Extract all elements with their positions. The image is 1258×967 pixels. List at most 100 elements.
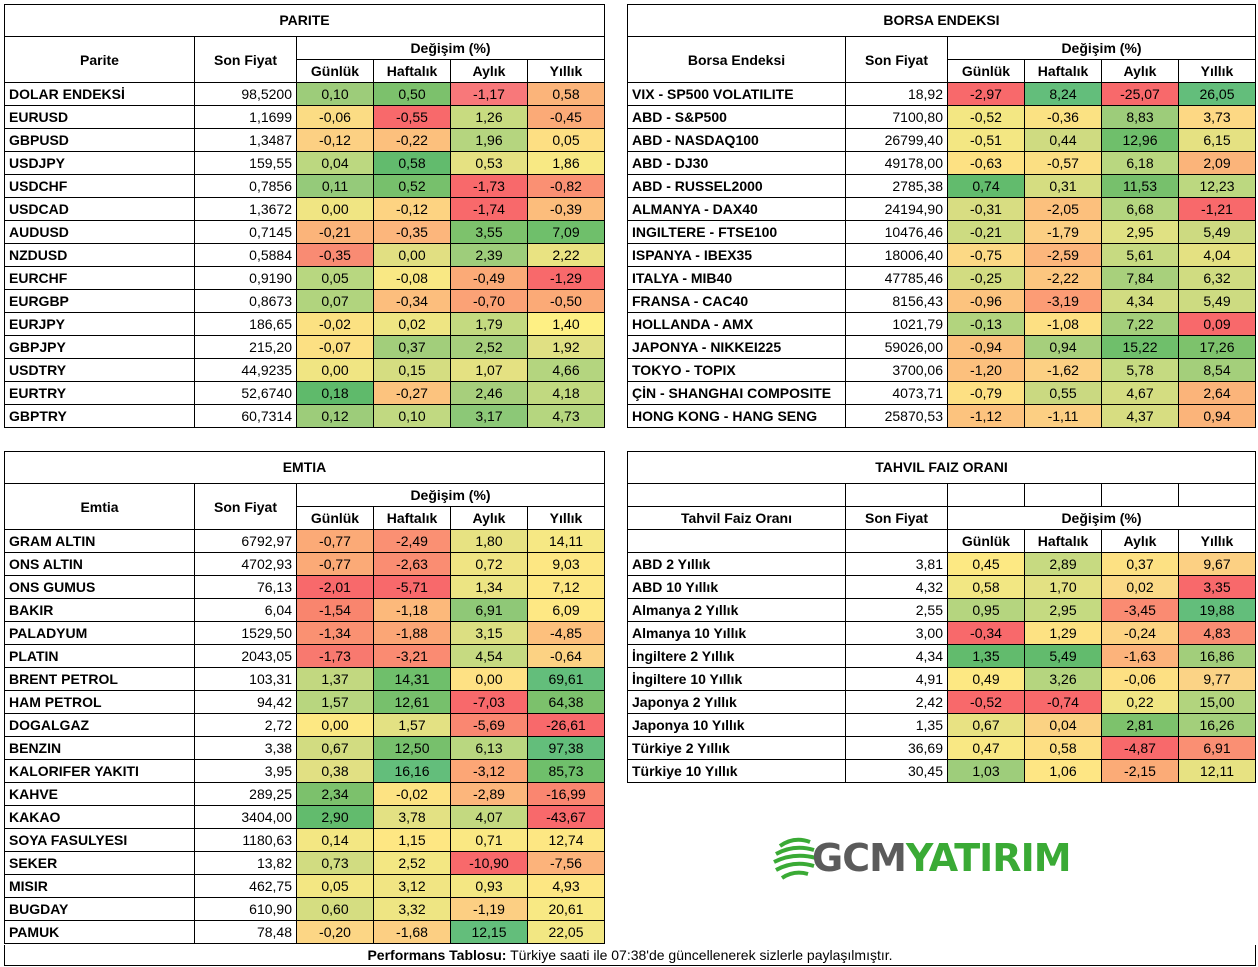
col-header-haftalik: Haftalık <box>373 59 451 83</box>
row-label: MISIR <box>4 874 195 898</box>
change-cell-daily: -0,21 <box>947 220 1025 244</box>
row-label: TOKYO - TOPIX <box>627 358 846 382</box>
change-cell-daily: 0,10 <box>296 82 374 106</box>
table-row: ABD - DJ30 49178,00 -0,63 -0,57 6,18 2,09 <box>627 151 1256 175</box>
col-header-gunluk: Günlük <box>296 506 374 530</box>
table-row: PLATIN 2043,05 -1,73 -3,21 4,54 -0,64 <box>4 644 605 668</box>
change-cell-monthly: 0,37 <box>1101 552 1179 576</box>
last-price: 76,13 <box>194 575 297 599</box>
last-price: 36,69 <box>845 736 948 760</box>
change-cell-daily: 0,00 <box>296 713 374 737</box>
last-price: 30,45 <box>845 759 948 783</box>
change-cell-weekly: 0,50 <box>373 82 451 106</box>
change-cell-daily: -1,54 <box>296 598 374 622</box>
change-cell-daily: 0,18 <box>296 381 374 405</box>
change-cell-monthly: 15,22 <box>1101 335 1179 359</box>
row-label: EURTRY <box>4 381 195 405</box>
change-cell-monthly: -3,45 <box>1101 598 1179 622</box>
change-cell-daily: 0,05 <box>296 874 374 898</box>
change-cell-yearly: 5,49 <box>1178 289 1256 313</box>
change-cell-daily: 0,05 <box>296 266 374 290</box>
last-price: 47785,46 <box>845 266 948 290</box>
change-cell-weekly: -1,18 <box>373 598 451 622</box>
change-cell-weekly: 0,31 <box>1024 174 1102 198</box>
change-cell-weekly: -0,36 <box>1024 105 1102 129</box>
change-cell-yearly: 8,54 <box>1178 358 1256 382</box>
change-cell-yearly: -0,45 <box>527 105 605 129</box>
change-cell-monthly: -0,06 <box>1101 667 1179 691</box>
change-cell-yearly: 12,11 <box>1178 759 1256 783</box>
table-row: PALADYUM 1529,50 -1,34 -1,88 3,15 -4,85 <box>4 621 605 645</box>
table-row: SEKER 13,82 0,73 2,52 -10,90 -7,56 <box>4 851 605 875</box>
table-row: HONG KONG - HANG SENG 25870,53 -1,12 -1,11 4… <box>627 404 1256 428</box>
row-label: Japonya 2 Yıllık <box>627 690 846 714</box>
last-price: 1180,63 <box>194 828 297 852</box>
change-cell-monthly: -2,15 <box>1101 759 1179 783</box>
last-price: 78,48 <box>194 920 297 944</box>
change-cell-monthly: 4,07 <box>450 805 528 829</box>
change-cell-weekly: -2,49 <box>373 529 451 553</box>
change-cell-weekly: 0,10 <box>373 404 451 428</box>
change-cell-yearly: -1,29 <box>527 266 605 290</box>
col-header-haftalik: Haftalık <box>1024 529 1102 553</box>
last-price: 44,9235 <box>194 358 297 382</box>
change-cell-monthly: 1,26 <box>450 105 528 129</box>
table-row: GBPUSD 1,3487 -0,12 -0,22 1,96 0,05 <box>4 128 605 152</box>
change-cell-monthly: 2,95 <box>1101 220 1179 244</box>
blank-cell <box>1024 483 1102 507</box>
col-header-yillik: Yıllık <box>527 506 605 530</box>
change-cell-daily: -2,97 <box>947 82 1025 106</box>
row-label: ITALYA - MIB40 <box>627 266 846 290</box>
change-cell-monthly: 11,53 <box>1101 174 1179 198</box>
change-cell-weekly: -1,08 <box>1024 312 1102 336</box>
change-cell-yearly: -0,50 <box>527 289 605 313</box>
last-price: 1021,79 <box>845 312 948 336</box>
last-price: 18006,40 <box>845 243 948 267</box>
change-cell-weekly: -0,55 <box>373 105 451 129</box>
table-row: HOLLANDA - AMX 1021,79 -0,13 -1,08 7,22 0,09 <box>627 312 1256 336</box>
change-cell-yearly: 6,91 <box>1178 736 1256 760</box>
change-cell-monthly: 6,13 <box>450 736 528 760</box>
last-price: 0,8673 <box>194 289 297 313</box>
row-label: DOGALGAZ <box>4 713 195 737</box>
col-header-gunluk: Günlük <box>296 59 374 83</box>
change-cell-daily: -0,52 <box>947 690 1025 714</box>
row-label: ABD - NASDAQ100 <box>627 128 846 152</box>
change-cell-monthly: -5,69 <box>450 713 528 737</box>
footer-bold: Performans Tablosu: <box>367 947 507 963</box>
col-header-borsa-endeksi: Borsa Endeksi <box>627 36 846 83</box>
change-cell-monthly: -1,63 <box>1101 644 1179 668</box>
last-price: 94,42 <box>194 690 297 714</box>
col-header-aylik: Aylık <box>1101 59 1179 83</box>
logo-gcm: GCM <box>812 836 907 880</box>
col-header-haftalik: Haftalık <box>1024 59 1102 83</box>
row-label: GBPTRY <box>4 404 195 428</box>
change-cell-monthly: -4,87 <box>1101 736 1179 760</box>
col-header-degisim: Değişim (%) <box>947 506 1256 530</box>
row-label: FRANSA - CAC40 <box>627 289 846 313</box>
last-price: 26799,40 <box>845 128 948 152</box>
row-label: EURCHF <box>4 266 195 290</box>
change-cell-weekly: -0,22 <box>373 128 451 152</box>
last-price: 2785,38 <box>845 174 948 198</box>
last-price: 3,81 <box>845 552 948 576</box>
change-cell-monthly: -10,90 <box>450 851 528 875</box>
change-cell-weekly: 1,29 <box>1024 621 1102 645</box>
change-cell-yearly: 9,77 <box>1178 667 1256 691</box>
change-cell-yearly: -0,64 <box>527 644 605 668</box>
row-label: ABD 10 Yıllık <box>627 575 846 599</box>
table-row: AUDUSD 0,7145 -0,21 -0,35 3,55 7,09 <box>4 220 605 244</box>
last-price: 4,91 <box>845 667 948 691</box>
row-label: KAKAO <box>4 805 195 829</box>
last-price: 25870,53 <box>845 404 948 428</box>
change-cell-weekly: 1,15 <box>373 828 451 852</box>
change-cell-weekly: -2,22 <box>1024 266 1102 290</box>
row-label: USDTRY <box>4 358 195 382</box>
change-cell-yearly: 4,93 <box>527 874 605 898</box>
table-row: JAPONYA - NIKKEI225 59026,00 -0,94 0,94 15,2… <box>627 335 1256 359</box>
change-cell-daily: -0,51 <box>947 128 1025 152</box>
last-price: 0,9190 <box>194 266 297 290</box>
change-cell-yearly: 6,09 <box>527 598 605 622</box>
change-cell-daily: -0,52 <box>947 105 1025 129</box>
change-cell-weekly: -0,08 <box>373 266 451 290</box>
